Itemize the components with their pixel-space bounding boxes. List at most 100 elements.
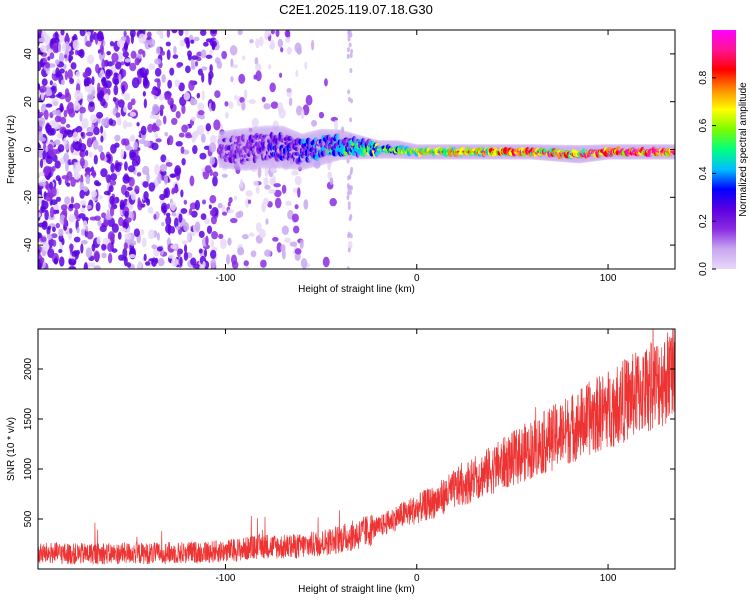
noise-blob [276,242,283,253]
noise-blob [68,266,77,269]
noise-blob [208,74,212,86]
noise-blob [96,111,104,119]
snr-series-line [38,329,675,565]
noise-blob [255,186,260,194]
noise-blob [229,45,238,56]
noise-blob [76,49,84,57]
noise-blob [50,186,57,197]
spectrogram-ytick-label: -20 [23,190,34,205]
noise-blob [80,131,84,137]
noise-blob [181,158,186,166]
noise-blob [45,146,49,153]
noise-blob [257,167,262,179]
noise-blob [151,244,158,250]
noise-blob [167,224,171,236]
noise-blob [74,141,82,152]
noise-blob [91,76,95,86]
noise-blob [80,243,84,254]
noise-blob [196,92,201,99]
spectrogram-panel: -100 0 100 -40 -20 0 20 40 Height of straight li… [6,29,676,295]
snr-frame [37,328,676,570]
noise-blob [96,82,101,93]
snr-xlabel: Height of straight line (km) [298,584,415,595]
noise-blob [38,159,41,169]
noise-blob [296,105,303,116]
noise-blob [178,30,184,37]
noise-blob [268,64,272,70]
noise-blob [305,94,313,106]
noise-blob [186,231,191,242]
noise-blob [165,215,172,226]
noise-blob [228,101,234,109]
noise-blob [48,248,54,257]
noise-blob [161,74,166,83]
noise-blob [252,180,259,187]
noise-blob [286,87,292,93]
noise-blob [299,239,304,250]
noise-blob [258,36,264,47]
noise-blob [79,157,85,167]
noise-blob [100,47,104,56]
noise-blob [204,165,212,173]
noise-blob [346,53,350,59]
noise-blob [265,30,271,37]
noise-blob [99,151,105,161]
noise-blob [350,166,354,172]
noise-blob [170,244,177,250]
noise-blob [111,52,119,63]
noise-blob [43,109,49,120]
noise-blob [185,132,192,137]
noise-blob [87,54,95,65]
noise-blob [237,30,243,36]
noise-blob [93,126,100,136]
noise-blob [200,30,207,36]
noise-blob [327,171,333,180]
noise-blob [149,114,157,119]
noise-blob [122,69,127,78]
noise-blob [69,227,73,234]
noise-blob [64,54,68,59]
noise-blob [196,125,205,136]
noise-blob [55,59,60,65]
noise-blob [346,195,350,201]
noise-blob [116,116,122,126]
noise-blob [212,171,219,178]
noise-blob [347,201,351,207]
noise-blob [122,174,130,184]
noise-blob [232,64,239,69]
noise-blob [297,187,301,198]
noise-blob [157,257,165,267]
noise-blob [202,260,206,268]
noise-blob [155,126,160,132]
noise-blob [230,58,234,68]
noise-blob [123,41,129,51]
noise-blob [154,58,162,65]
noise-blob [38,61,42,72]
noise-blob [245,265,250,269]
noise-blob [45,155,53,165]
noise-blob [203,41,209,47]
spectrogram-ytick-label: 0 [23,146,34,152]
noise-blob [61,175,69,180]
noise-blob [295,69,299,78]
noise-blob [64,70,69,81]
noise-blob [58,248,63,254]
noise-blob [243,89,248,100]
noise-blob [211,43,216,51]
noise-blob [38,89,41,99]
noise-blob [127,165,136,173]
noise-blob [281,249,286,260]
chart-title: C2E1.2025.119.07.18.G30 [279,2,433,17]
noise-blob [110,163,115,173]
noise-blob [284,237,292,243]
noise-blob [134,57,140,66]
noise-blob [230,254,237,265]
noise-blob [267,201,273,208]
noise-blob [136,172,142,177]
noise-blob [126,228,131,233]
noise-blob [79,106,86,114]
noise-blob [129,30,136,38]
noise-blob [143,191,149,200]
noise-blob [211,230,219,240]
noise-blob [59,105,64,112]
